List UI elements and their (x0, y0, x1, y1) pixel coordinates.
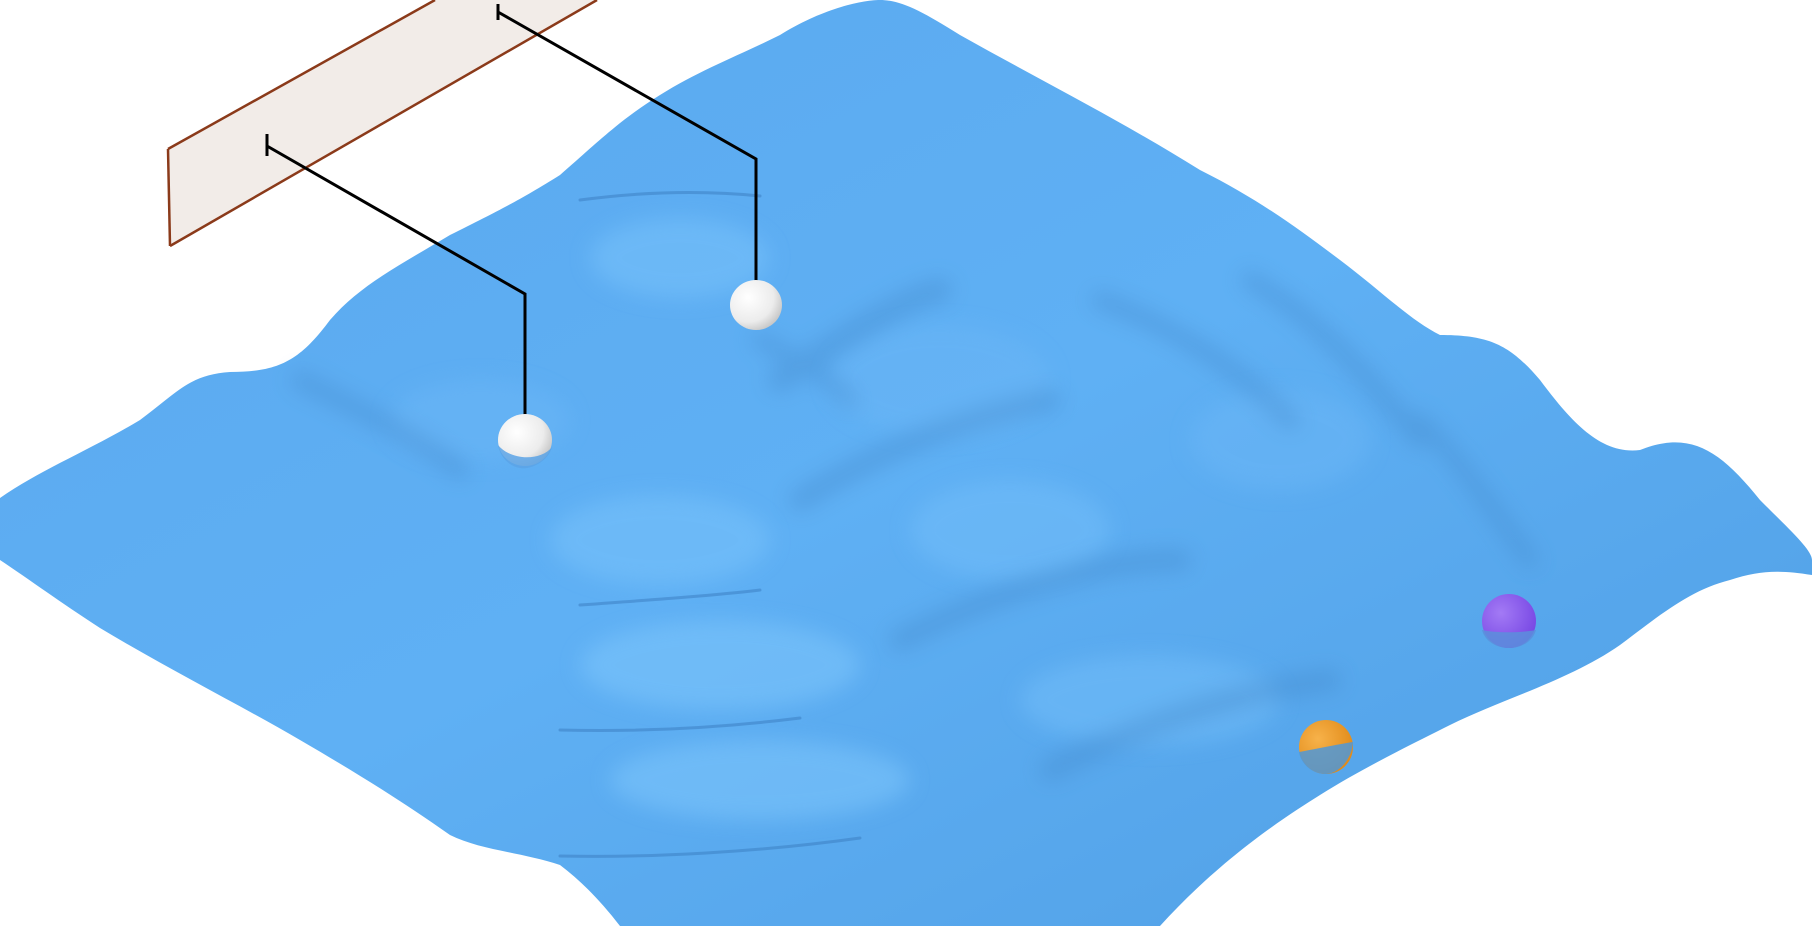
pendulum-ball-bottom (498, 414, 552, 469)
pendulum-ball-top (730, 280, 782, 330)
pendulum-strings (265, 4, 758, 420)
orange-ball (1299, 720, 1353, 774)
slit-barrier (166, 0, 598, 248)
purple-ball (1482, 594, 1536, 648)
